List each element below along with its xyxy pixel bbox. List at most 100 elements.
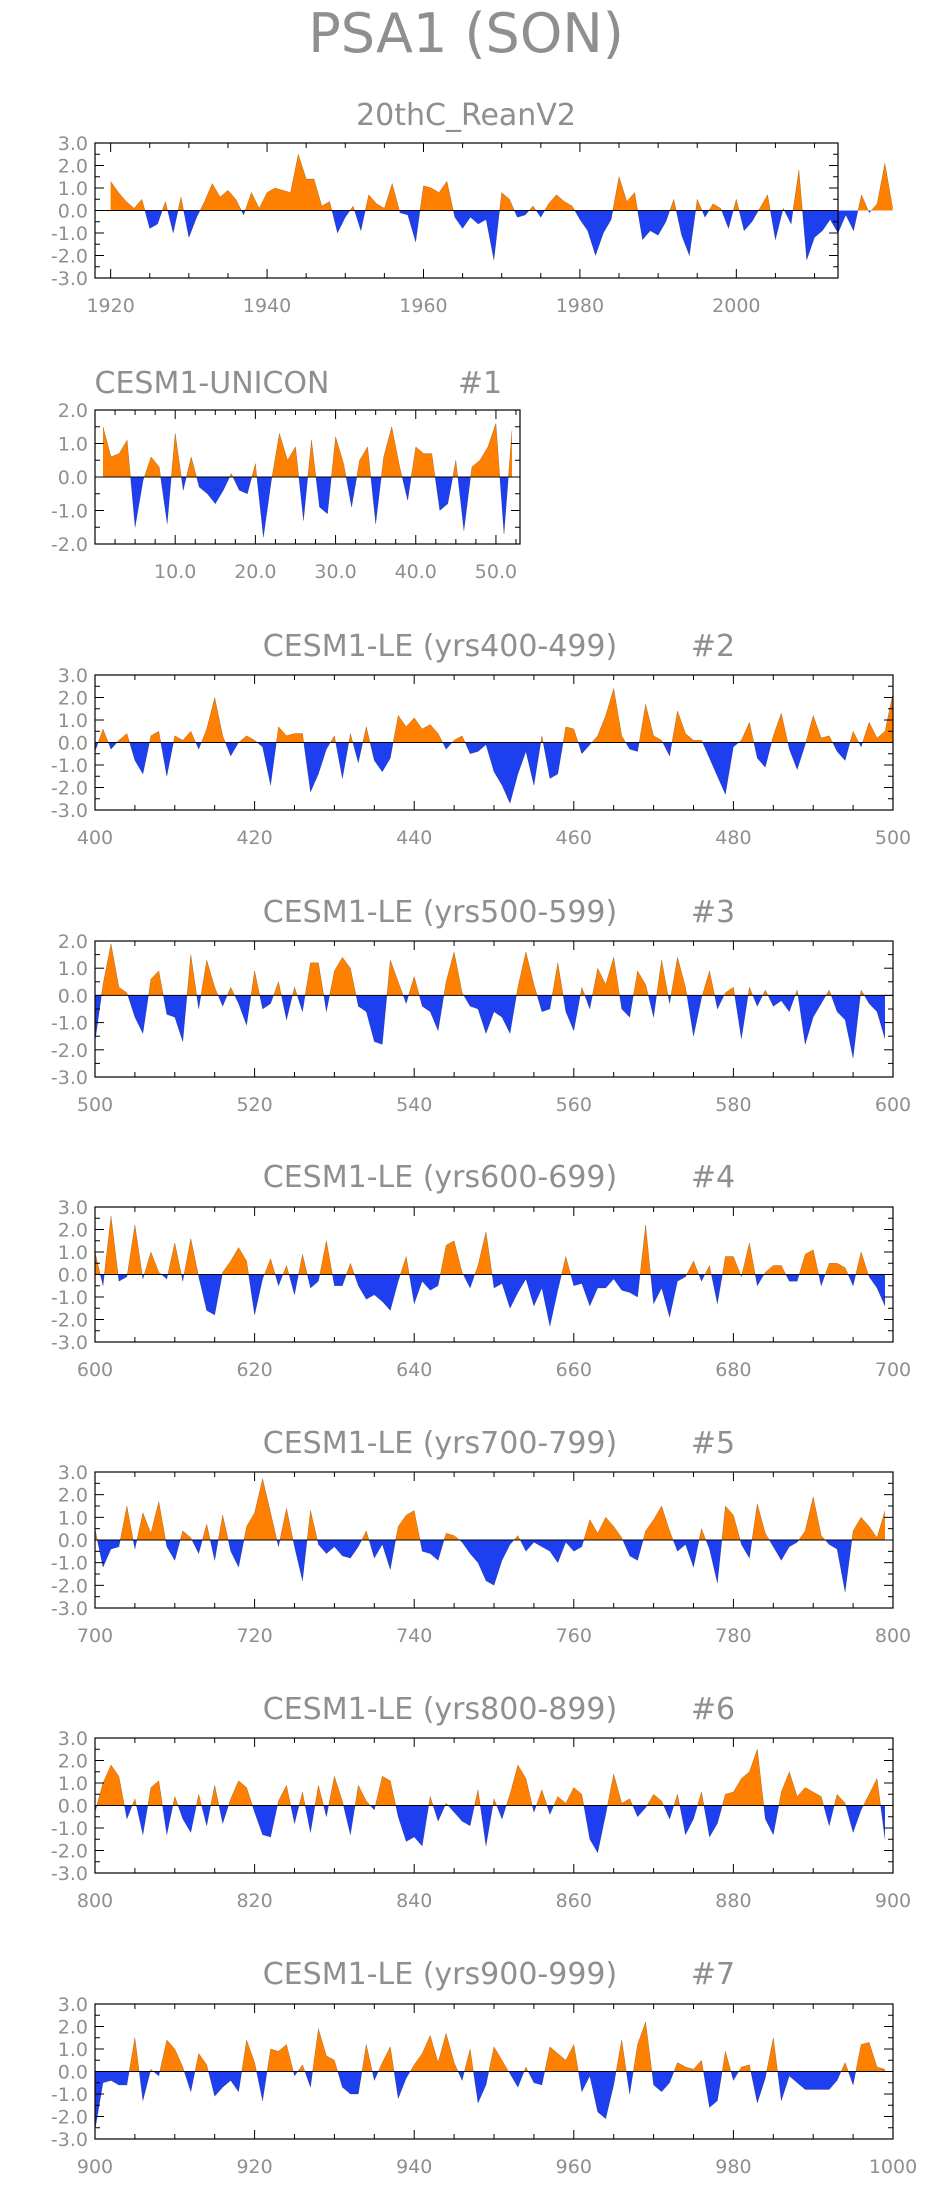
negative-area-4 — [118, 1274, 128, 1282]
negative-area-33 — [626, 2071, 634, 2094]
negative-area-41 — [583, 1805, 608, 1853]
positive-area-10 — [196, 1794, 202, 1806]
negative-area-37 — [753, 742, 772, 768]
y-tick-label: 2.0 — [58, 1751, 88, 1773]
x-tick-label: 760 — [556, 1625, 592, 1647]
negative-area-4 — [160, 477, 172, 524]
negative-area-10 — [181, 1274, 184, 1282]
negative-area-39 — [730, 2071, 739, 2081]
positive-area-1 — [110, 181, 145, 211]
negative-area-45 — [848, 2071, 856, 2085]
y-tick-label: -3.0 — [51, 1332, 88, 1354]
positive-area-6 — [149, 731, 161, 743]
positive-area-5 — [178, 197, 184, 211]
negative-area-47 — [752, 995, 763, 1007]
y-tick-label: 0.0 — [58, 201, 88, 223]
x-tick-label: 400 — [77, 827, 113, 849]
positive-area-36 — [633, 970, 649, 996]
x-tick-label: 500 — [875, 827, 911, 849]
positive-area-10 — [201, 697, 226, 743]
positive-area-32 — [580, 987, 585, 996]
positive-area-15 — [307, 440, 316, 477]
x-tick-label: 980 — [715, 2156, 751, 2178]
panel-4: CESM1-LE (yrs500-599) #3 2.0 1.0 0.0 -1.0 -2.0… — [51, 895, 911, 1116]
negative-area-35 — [619, 995, 634, 1018]
x-tick-label: 1920 — [86, 295, 134, 317]
positive-area-11 — [350, 206, 355, 211]
negative-area-15 — [281, 995, 293, 1020]
panel-title-right: #6 — [691, 1692, 735, 1727]
positive-area-32 — [639, 704, 663, 743]
negative-area-9 — [195, 742, 202, 750]
negative-area-29 — [537, 995, 553, 1012]
negative-area-31 — [563, 995, 581, 1031]
y-tick-label: 0.0 — [58, 1530, 88, 1552]
negative-area-11 — [225, 742, 239, 756]
positive-area-40 — [738, 2064, 751, 2072]
negative-area-13 — [293, 2071, 298, 2076]
negative-area-1 — [95, 742, 99, 752]
positive-area-17 — [283, 1265, 289, 1275]
positive-area-19 — [356, 446, 371, 477]
negative-area-24 — [459, 1540, 514, 1586]
positive-area-13 — [222, 1247, 249, 1275]
series-line — [102, 423, 513, 538]
positive-area-14 — [276, 726, 304, 743]
positive-area-26 — [488, 2046, 509, 2072]
y-tick-label: -3.0 — [51, 1598, 88, 1620]
positive-area-39 — [858, 194, 869, 211]
positive-area-24 — [452, 735, 466, 743]
positive-area-9 — [167, 1243, 182, 1275]
positive-area-20 — [378, 2046, 395, 2072]
positive-area-5 — [171, 433, 182, 477]
x-tick-label: 940 — [396, 2156, 432, 2178]
positive-area-34 — [633, 2022, 652, 2072]
y-tick-label: -2.0 — [51, 246, 88, 268]
panel-8: CESM1-LE (yrs900-999) #73.02.01.00.0-1.0-… — [51, 1957, 917, 2178]
negative-area-34 — [770, 210, 783, 240]
y-tick-label: 2.0 — [58, 931, 88, 953]
y-tick-label: -2.0 — [51, 778, 88, 800]
positive-area-29 — [508, 430, 512, 477]
positive-area-10 — [227, 987, 235, 996]
negative-area-8 — [196, 477, 230, 504]
positive-area-18 — [299, 1792, 306, 1806]
x-tick-label: 480 — [715, 827, 751, 849]
positive-area-4 — [116, 733, 130, 743]
negative-area-16 — [453, 210, 500, 260]
negative-area-24 — [354, 1274, 401, 1311]
y-tick-label: 1.0 — [58, 1773, 88, 1795]
positive-area-30 — [544, 2044, 579, 2072]
positive-area-28 — [524, 2067, 529, 2072]
positive-area-24 — [464, 2049, 474, 2072]
x-tick-label: 880 — [715, 1890, 751, 1912]
negative-area-41 — [686, 995, 703, 1037]
negative-area-28 — [702, 210, 709, 218]
positive-area-22 — [410, 2033, 459, 2072]
positive-area-46 — [748, 987, 753, 996]
positive-area-43 — [764, 1265, 786, 1275]
positive-area-28 — [428, 1796, 434, 1806]
y-tick-label: 1.0 — [58, 2039, 88, 2061]
y-tick-label: 0.0 — [58, 2062, 88, 2084]
negative-area-20 — [536, 210, 545, 218]
y-tick-label: 1.0 — [58, 1507, 88, 1529]
positive-area-42 — [766, 2037, 778, 2072]
negative-area-44 — [785, 1274, 800, 1282]
negative-area-21 — [323, 1805, 329, 1817]
positive-area-38 — [771, 713, 788, 743]
positive-area-14 — [273, 981, 282, 996]
negative-area-23 — [343, 1805, 356, 1835]
negative-area-27 — [543, 742, 564, 779]
positive-area-6 — [187, 954, 197, 996]
negative-area-33 — [584, 995, 593, 1009]
positive-area-27 — [440, 1240, 464, 1275]
y-tick-label: 0.0 — [58, 467, 88, 489]
positive-area-12 — [238, 735, 258, 743]
negative-area-14 — [248, 1274, 265, 1315]
negative-area-2 — [100, 1274, 105, 1286]
positive-area-1 — [103, 426, 131, 477]
positive-area-16 — [330, 735, 336, 743]
positive-area-18 — [362, 2044, 373, 2072]
negative-area-21 — [370, 742, 394, 772]
